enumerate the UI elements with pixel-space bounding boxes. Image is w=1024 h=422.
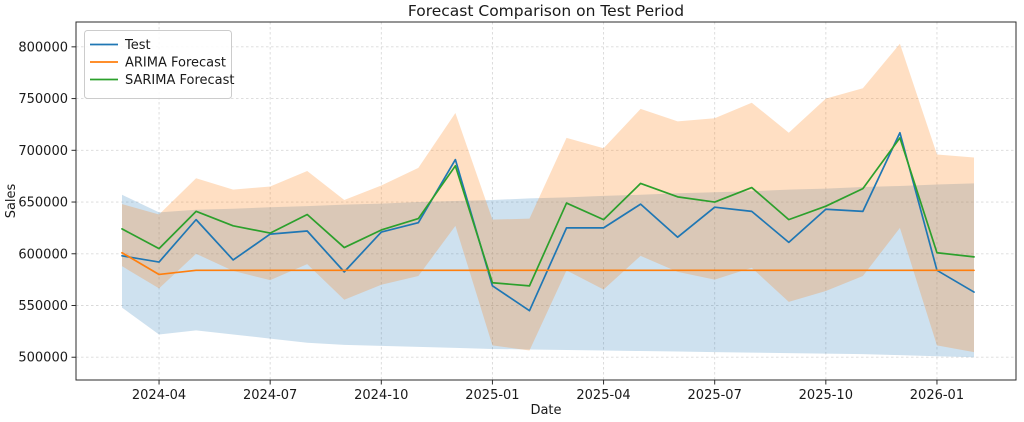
legend: Test ARIMA Forecast SARIMA Forecast bbox=[84, 30, 235, 99]
legend-entry-label: SARIMA Forecast bbox=[125, 73, 235, 88]
x-tick-label: 2024-10 bbox=[354, 388, 408, 403]
x-tick-label: 2025-01 bbox=[465, 388, 519, 403]
x-axis-label: Date bbox=[530, 403, 561, 418]
legend-box bbox=[84, 30, 232, 99]
y-tick-label: 500000 bbox=[18, 351, 68, 366]
y-tick-label: 650000 bbox=[18, 196, 68, 211]
y-axis-label: Sales bbox=[4, 183, 19, 218]
x-tick-label: 2025-07 bbox=[688, 388, 742, 403]
y-tick-label: 550000 bbox=[18, 299, 68, 314]
y-tick-label: 700000 bbox=[18, 144, 68, 159]
x-tick-label: 2025-04 bbox=[576, 388, 630, 403]
confidence-bands-layer bbox=[122, 43, 974, 358]
series-lines-layer bbox=[121, 131, 975, 312]
sarima-forecast-confidence-band bbox=[122, 43, 974, 353]
chart-title: Forecast Comparison on Test Period bbox=[408, 2, 684, 20]
tick-layer: 500000 550000 600000 650000 700000 750000 8000… bbox=[18, 40, 964, 403]
axes-spines-layer bbox=[75, 21, 1017, 381]
arima-forecast-line bbox=[121, 251, 975, 276]
test-line bbox=[121, 131, 975, 312]
legend-entry-label: Test bbox=[124, 38, 151, 53]
y-tick-label: 800000 bbox=[18, 40, 68, 55]
x-tick-label: 2024-07 bbox=[243, 388, 297, 403]
x-tick-label: 2026-01 bbox=[910, 388, 964, 403]
y-tick-label: 750000 bbox=[18, 92, 68, 107]
plot-box bbox=[75, 21, 1017, 381]
x-tick-label: 2025-10 bbox=[799, 388, 853, 403]
legend-entry-label: ARIMA Forecast bbox=[125, 56, 226, 71]
sarima-forecast-line bbox=[121, 137, 975, 287]
grid-layer bbox=[76, 22, 1016, 380]
x-tick-label: 2024-04 bbox=[132, 388, 186, 403]
y-tick-label: 600000 bbox=[18, 247, 68, 262]
